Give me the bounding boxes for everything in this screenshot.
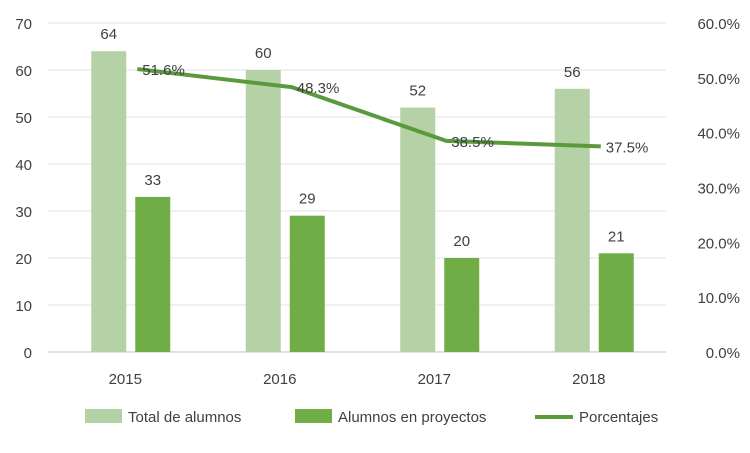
y-right-tick-label: 10.0%: [697, 290, 740, 307]
legend: Total de alumnos Alumnos en proyectos Porc…: [85, 409, 658, 426]
bar-value-label: 29: [299, 191, 316, 208]
bar-value-label: 64: [100, 26, 117, 43]
bar-alumnos-en-proyectos: [135, 197, 170, 352]
bar-value-label: 56: [564, 64, 581, 81]
legend-label: Porcentajes: [579, 409, 658, 426]
bar-total-de-alumnos: [400, 108, 435, 352]
line-series-porcentajes: [137, 69, 601, 146]
y-left-tick-label: 20: [15, 251, 32, 268]
legend-label: Total de alumnos: [128, 409, 241, 426]
legend-swatch: [295, 409, 332, 423]
x-tick-label: 2016: [263, 371, 296, 388]
y-left-tick-label: 50: [15, 110, 32, 127]
bar-value-label: 33: [144, 172, 161, 189]
y-left-tick-label: 0: [24, 345, 32, 362]
legend-swatch: [85, 409, 122, 423]
y-left-tick-label: 60: [15, 63, 32, 80]
bar-total-de-alumnos: [246, 70, 281, 352]
bars: [91, 51, 634, 352]
line-value-label: 48.3%: [297, 80, 340, 97]
line-value-label: 51.6%: [142, 62, 185, 79]
bar-alumnos-en-proyectos: [444, 258, 479, 352]
y-right-tick-label: 50.0%: [697, 71, 740, 88]
y-right-tick-label: 40.0%: [697, 126, 740, 143]
percent-line: [137, 69, 601, 147]
line-value-label: 37.5%: [606, 139, 649, 156]
y-left-tick-label: 10: [15, 298, 32, 315]
bar-total-de-alumnos: [91, 51, 126, 352]
x-tick-label: 2015: [109, 371, 142, 388]
bar-value-label: 21: [608, 228, 625, 245]
y-left-tick-label: 70: [15, 16, 32, 33]
bar-value-label: 60: [255, 45, 272, 62]
bar-value-label: 20: [453, 233, 470, 250]
y-right-tick-label: 0.0%: [706, 345, 740, 362]
y-right-tick-label: 30.0%: [697, 181, 740, 198]
y-right-tick-label: 60.0%: [697, 16, 740, 33]
line-value-label: 38.5%: [451, 134, 494, 151]
y-left-tick-label: 30: [15, 204, 32, 221]
legend-label: Alumnos en proyectos: [338, 409, 486, 426]
y-left-tick-label: 40: [15, 157, 32, 174]
bar-alumnos-en-proyectos: [290, 216, 325, 352]
x-tick-label: 2018: [572, 371, 605, 388]
y-right-tick-label: 20.0%: [697, 235, 740, 252]
x-tick-label: 2017: [418, 371, 451, 388]
bar-value-label: 52: [409, 83, 426, 100]
bar-total-de-alumnos: [555, 89, 590, 352]
bar-alumnos-en-proyectos: [599, 253, 634, 352]
